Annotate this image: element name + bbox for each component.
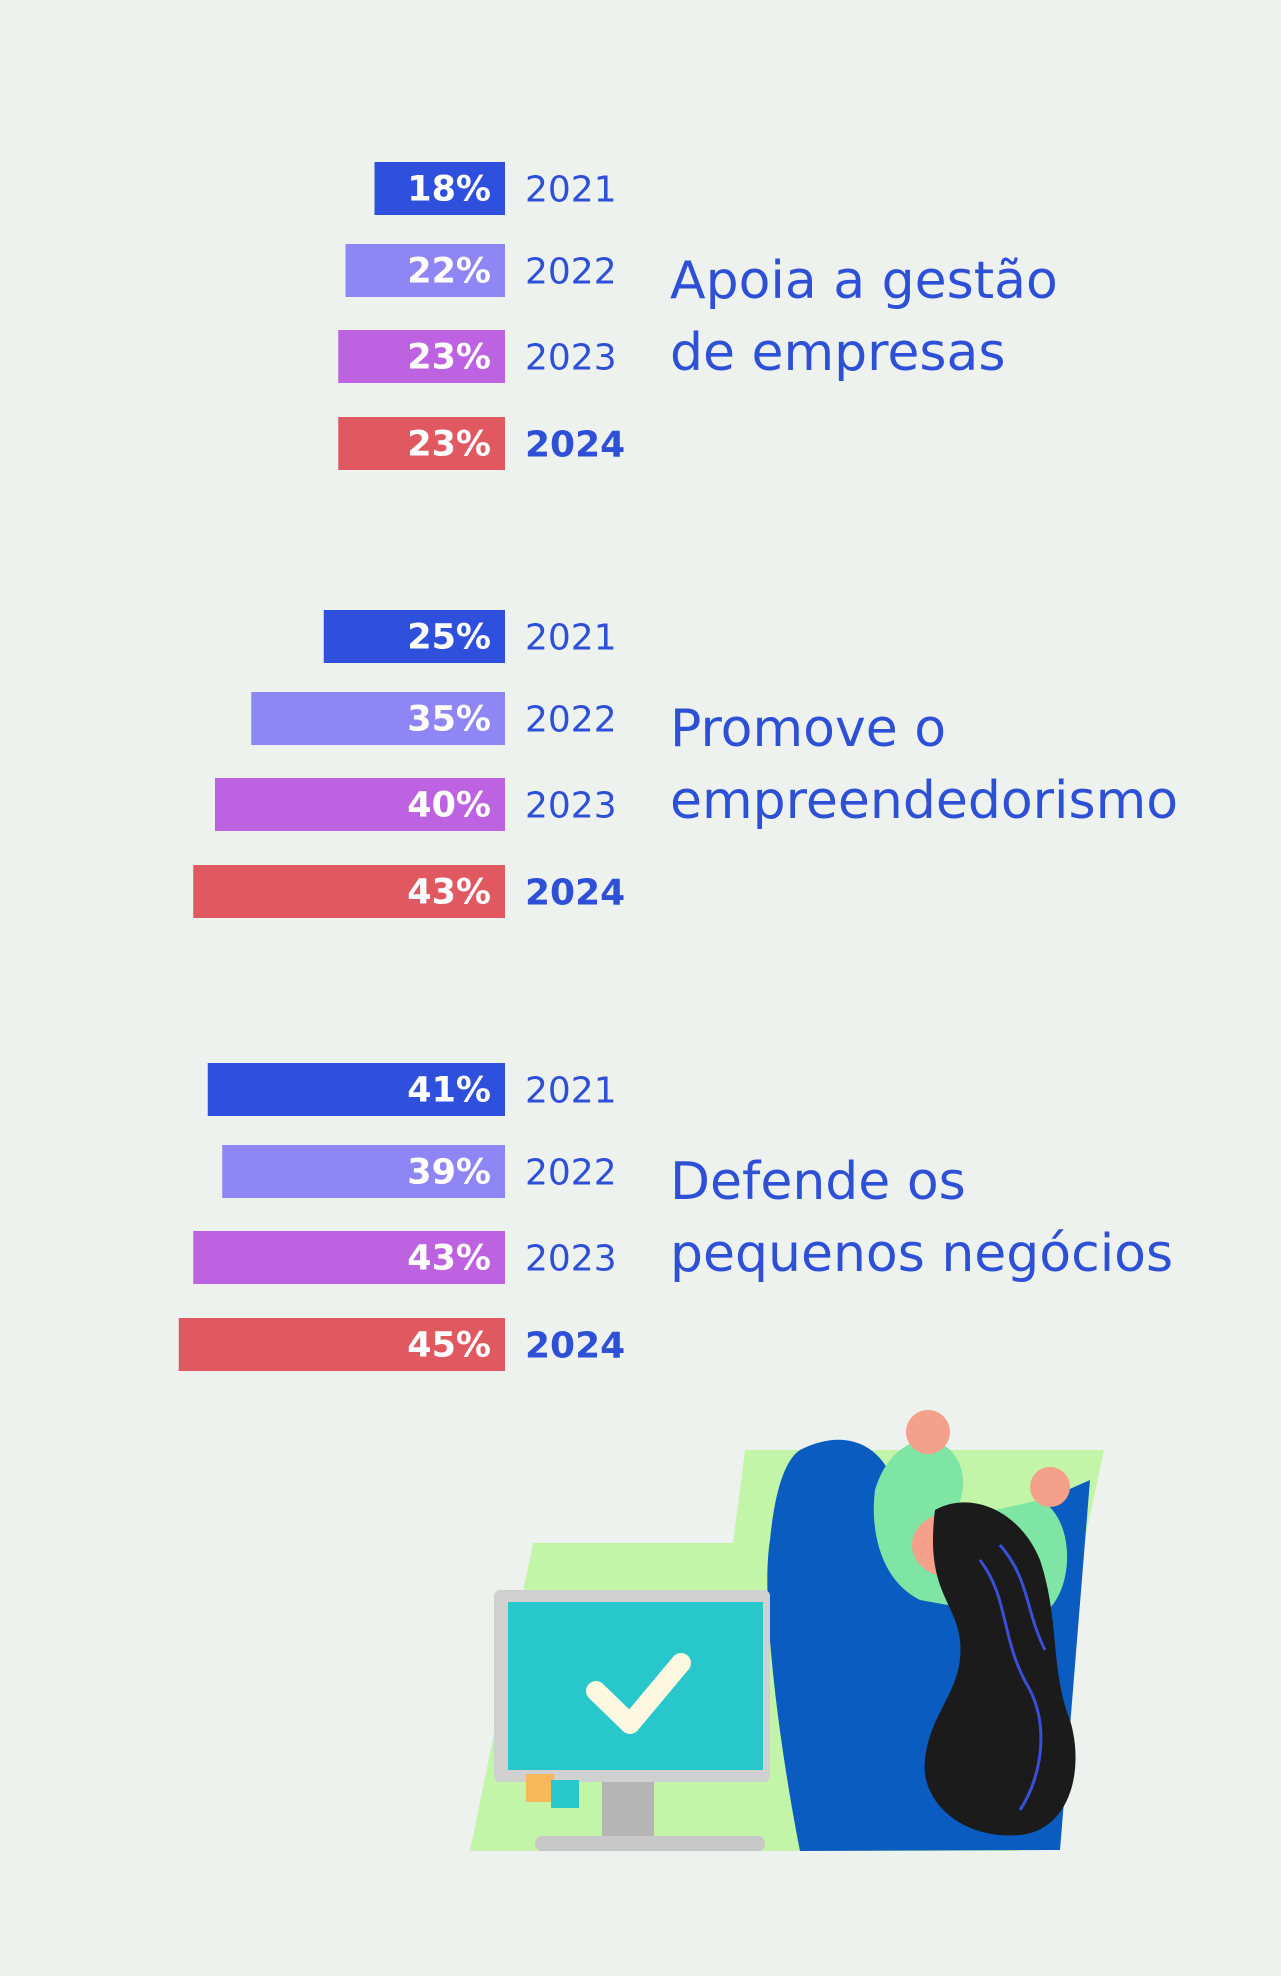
bar xyxy=(374,162,505,215)
bar xyxy=(323,610,505,663)
bar xyxy=(338,330,505,383)
year-label: 2022 xyxy=(525,1153,617,1194)
bar xyxy=(215,778,505,831)
bar xyxy=(193,865,505,918)
bar-value-label: 40% xyxy=(407,786,491,826)
year-label: 2022 xyxy=(525,700,617,741)
year-label: 2021 xyxy=(525,1071,617,1112)
bar-value-label: 43% xyxy=(407,1239,491,1279)
year-label: 2022 xyxy=(525,252,617,293)
year-label: 2023 xyxy=(525,338,617,379)
bar-group: 18% 2021 22% 2022 23% 2023 23% 2024 Apoia a gest… xyxy=(338,162,1058,470)
year-label: 2023 xyxy=(525,786,617,827)
group-title-line: Defende os xyxy=(670,1152,966,1212)
bar xyxy=(338,417,505,470)
bar-group: 41% 2021 39% 2022 43% 2023 45% 2024 Defende os pe… xyxy=(178,1063,1173,1371)
bar xyxy=(207,1063,505,1116)
group-title-line: pequenos negócios xyxy=(670,1224,1173,1284)
bar-value-label: 22% xyxy=(407,252,491,292)
bar xyxy=(222,1145,505,1198)
bar-group: 25% 2021 35% 2022 40% 2023 43% 2024 Promove o emp… xyxy=(193,610,1178,918)
bar-value-label: 23% xyxy=(407,338,491,378)
bar-value-label: 39% xyxy=(407,1153,491,1193)
bar xyxy=(193,1231,505,1284)
bar-value-label: 25% xyxy=(407,618,491,658)
bar-value-label: 23% xyxy=(407,425,491,465)
year-label: 2021 xyxy=(525,618,617,659)
bar-value-label: 45% xyxy=(407,1326,491,1366)
bar xyxy=(178,1318,505,1371)
year-label: 2021 xyxy=(525,170,617,211)
bar-value-label: 43% xyxy=(407,873,491,913)
year-label: 2024 xyxy=(525,873,625,914)
bar-value-label: 18% xyxy=(407,170,491,210)
group-title-line: de empresas xyxy=(670,323,1005,383)
bar-value-label: 41% xyxy=(407,1071,491,1111)
bar-value-label: 35% xyxy=(407,700,491,740)
year-label: 2023 xyxy=(525,1239,617,1280)
group-title-line: empreendedorismo xyxy=(670,771,1178,831)
bar xyxy=(251,692,505,745)
group-title-line: Apoia a gestão xyxy=(670,251,1058,311)
group-title-line: Promove o xyxy=(670,699,946,759)
bar xyxy=(345,244,505,297)
year-label: 2024 xyxy=(525,1326,625,1367)
year-label: 2024 xyxy=(525,425,625,466)
